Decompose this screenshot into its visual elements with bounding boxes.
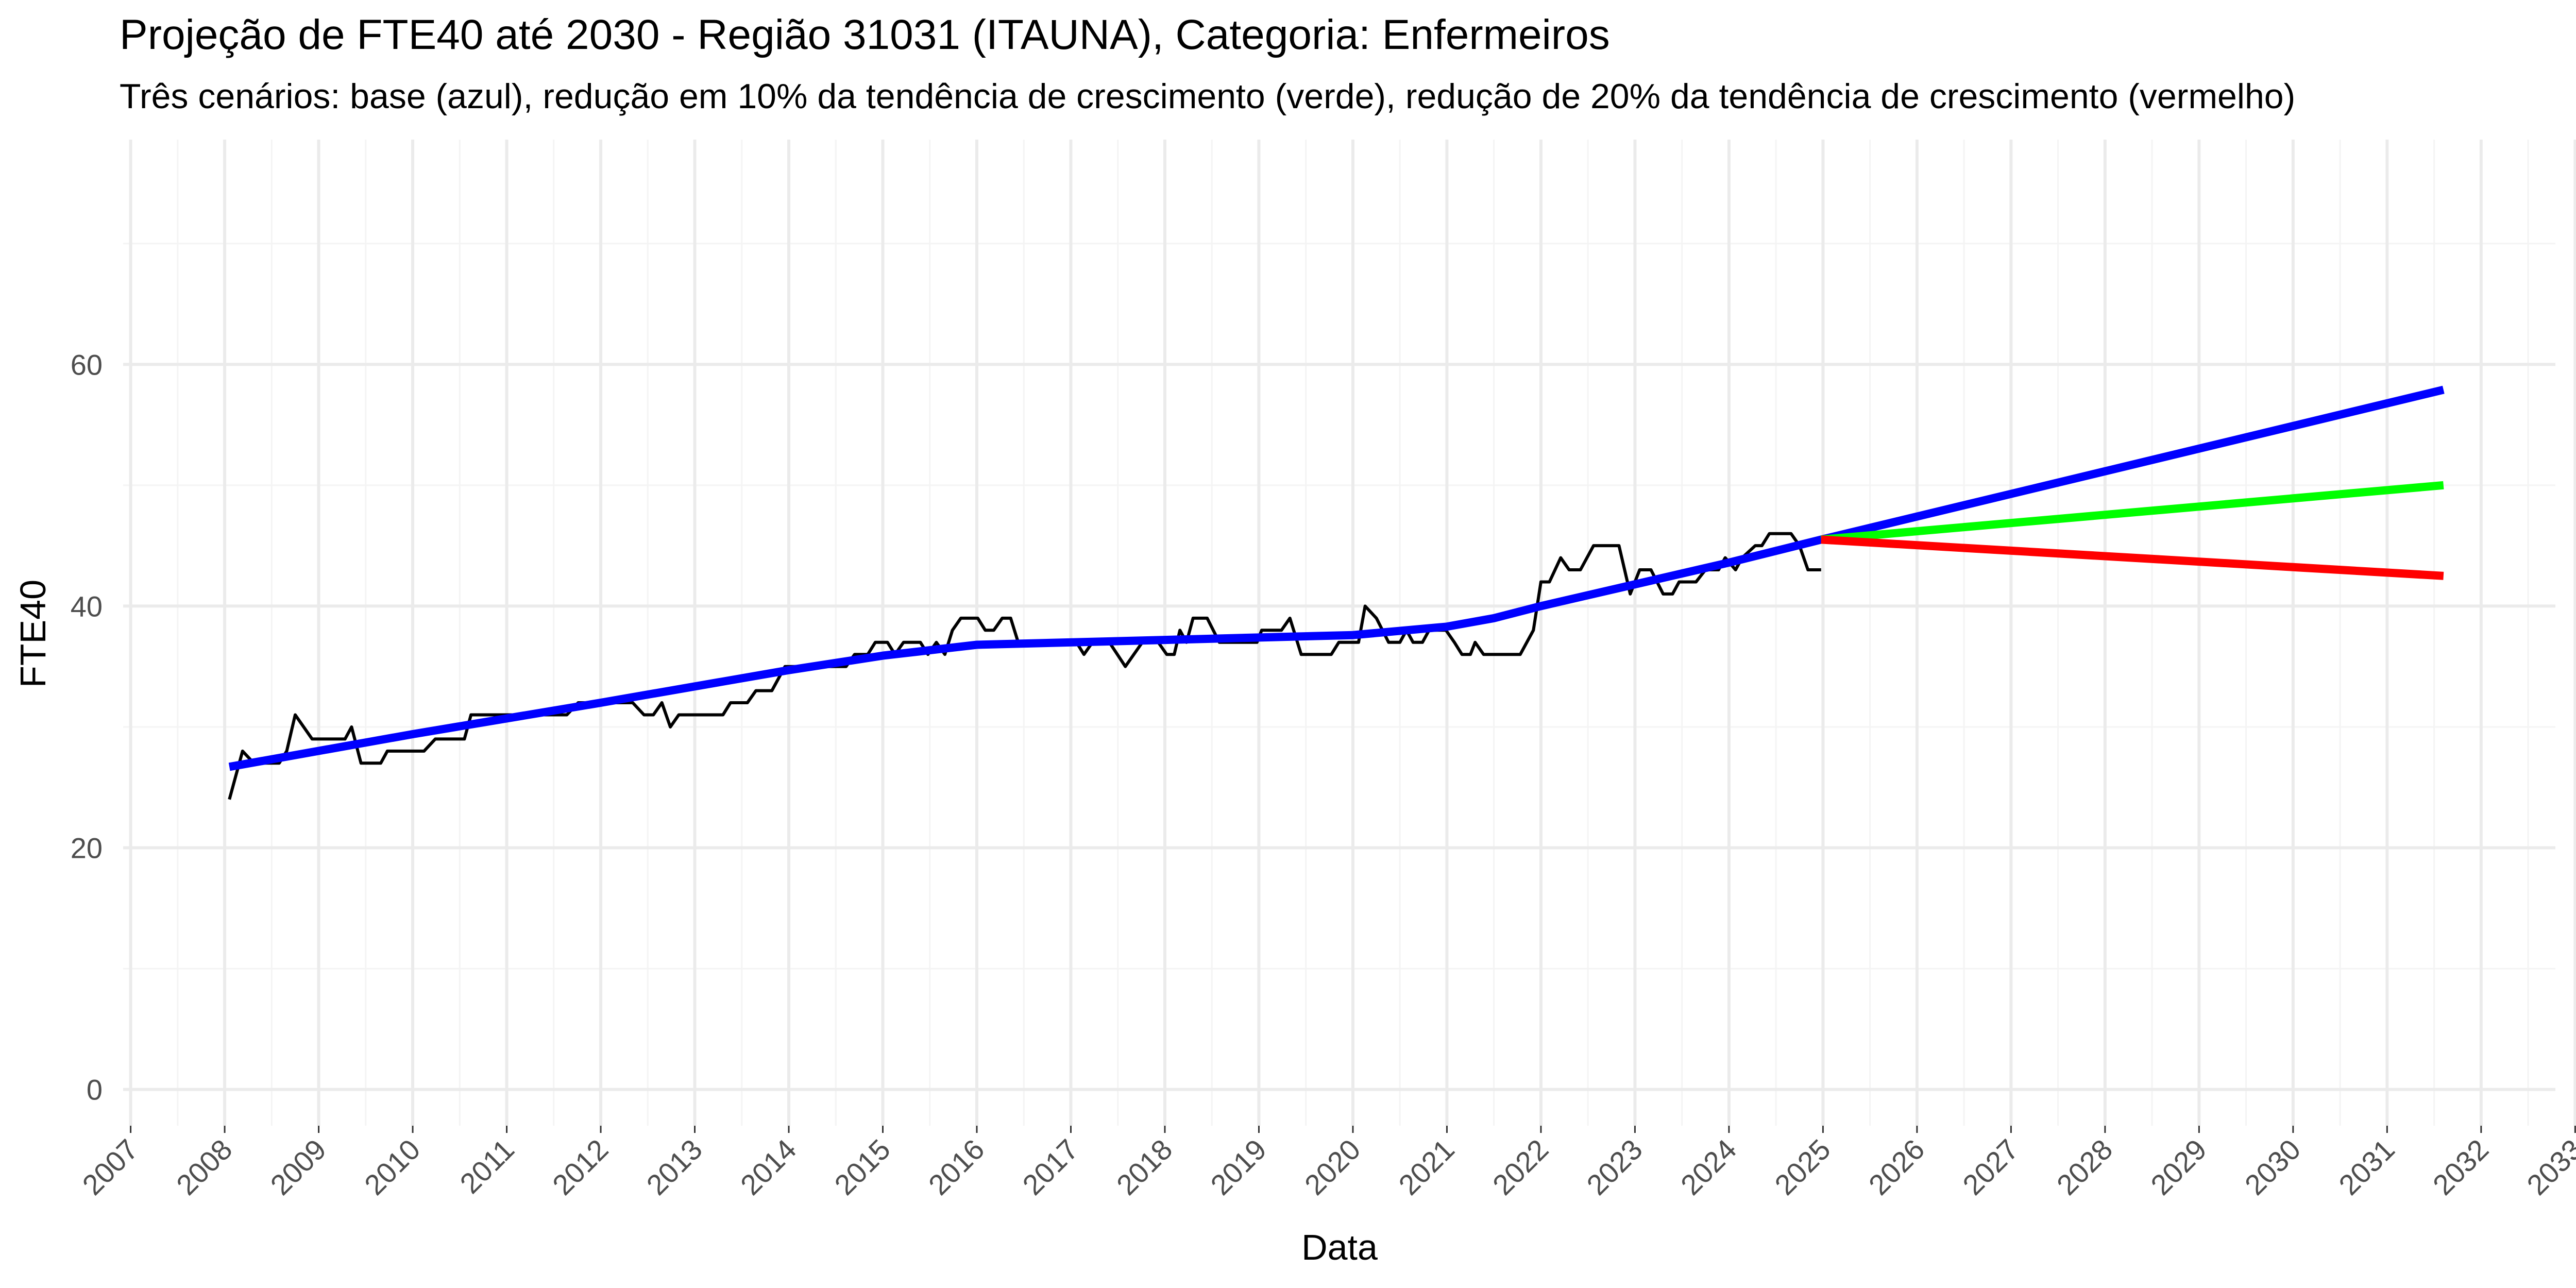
y-tick-label: 40	[71, 590, 103, 622]
data-line	[228, 385, 2445, 771]
y-tick-label: 0	[87, 1074, 103, 1106]
y-tick-label: 60	[71, 348, 103, 381]
y-tick-label: 20	[71, 832, 103, 865]
data-line	[228, 532, 1821, 800]
y-axis-title: FTE40	[13, 580, 53, 688]
chart-subtitle: Três cenários: base (azul), redução em 1…	[120, 77, 2295, 116]
chart-title: Projeção de FTE40 até 2030 - Região 3103…	[120, 11, 1610, 58]
data-line	[1821, 535, 2444, 580]
data-line	[1821, 481, 2444, 544]
x-axis-title: Data	[1301, 1227, 1378, 1267]
